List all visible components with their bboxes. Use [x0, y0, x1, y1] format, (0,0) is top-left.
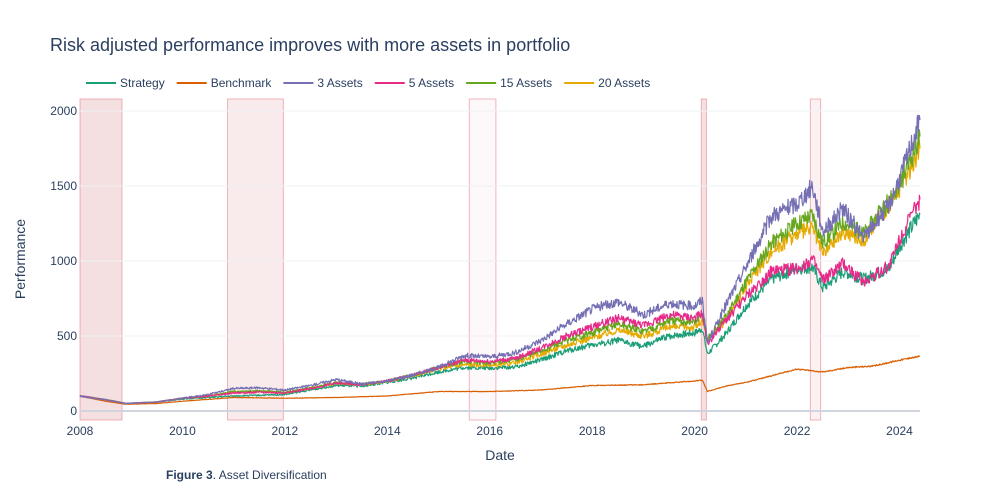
legend-label: 15 Assets — [500, 76, 552, 90]
x-axis-title: Date — [485, 447, 515, 463]
legend-label: Strategy — [120, 76, 165, 90]
series-lines — [79, 114, 921, 405]
legend-item-15-assets[interactable]: 15 Assets — [466, 76, 552, 90]
y-tick-label: 500 — [57, 329, 77, 343]
x-tick-label: 2014 — [374, 424, 401, 438]
shaded-periods — [79, 98, 822, 421]
legend-label: 20 Assets — [598, 76, 650, 90]
y-tick-label: 1000 — [50, 254, 77, 268]
legend-label: 3 Assets — [317, 76, 362, 90]
x-tick-label: 2008 — [67, 424, 94, 438]
legend-label: 5 Assets — [409, 76, 454, 90]
legend-item-20-assets[interactable]: 20 Assets — [564, 76, 650, 90]
y-tick-label: 1500 — [50, 179, 77, 193]
y-tick-label: 2000 — [50, 104, 77, 118]
x-tick-label: 2022 — [784, 424, 811, 438]
legend-label: Benchmark — [211, 76, 273, 90]
x-tick-label: 2010 — [169, 424, 196, 438]
axes: 0 500 1000 1500 2000 2008 2010 2012 2014 2016 2018… — [50, 104, 913, 438]
series-line-5-assets — [79, 194, 921, 405]
series-line-3-assets — [79, 114, 921, 405]
y-axis-title: Performance — [12, 219, 28, 299]
series-line-15-assets — [79, 129, 921, 405]
y-tick-label: 0 — [70, 404, 77, 418]
caption-text: . Asset Diversification — [213, 468, 327, 482]
legend: Strategy Benchmark 3 Assets 5 Assets 15 Asse… — [86, 76, 650, 90]
x-tick-label: 2018 — [579, 424, 606, 438]
figure-caption: Figure 3. Asset Diversification — [166, 468, 327, 482]
series-line-strategy — [79, 212, 921, 405]
legend-item-3-assets[interactable]: 3 Assets — [283, 76, 363, 90]
x-tick-label: 2016 — [476, 424, 503, 438]
x-tick-label: 2012 — [272, 424, 299, 438]
x-tick-label: 2020 — [681, 424, 708, 438]
shaded-period-2 — [227, 98, 284, 421]
legend-item-strategy[interactable]: Strategy — [86, 76, 165, 90]
legend-item-benchmark[interactable]: Benchmark — [176, 76, 273, 90]
series-line-benchmark — [79, 355, 921, 405]
shaded-period-1 — [79, 98, 123, 421]
grid — [80, 110, 920, 412]
shaded-period-3 — [468, 98, 497, 421]
x-tick-label: 2024 — [886, 424, 913, 438]
caption-label: Figure 3 — [166, 468, 213, 482]
shaded-period-4 — [700, 98, 707, 421]
legend-item-5-assets[interactable]: 5 Assets — [374, 76, 454, 90]
chart-title: Risk adjusted performance improves with … — [50, 35, 570, 55]
